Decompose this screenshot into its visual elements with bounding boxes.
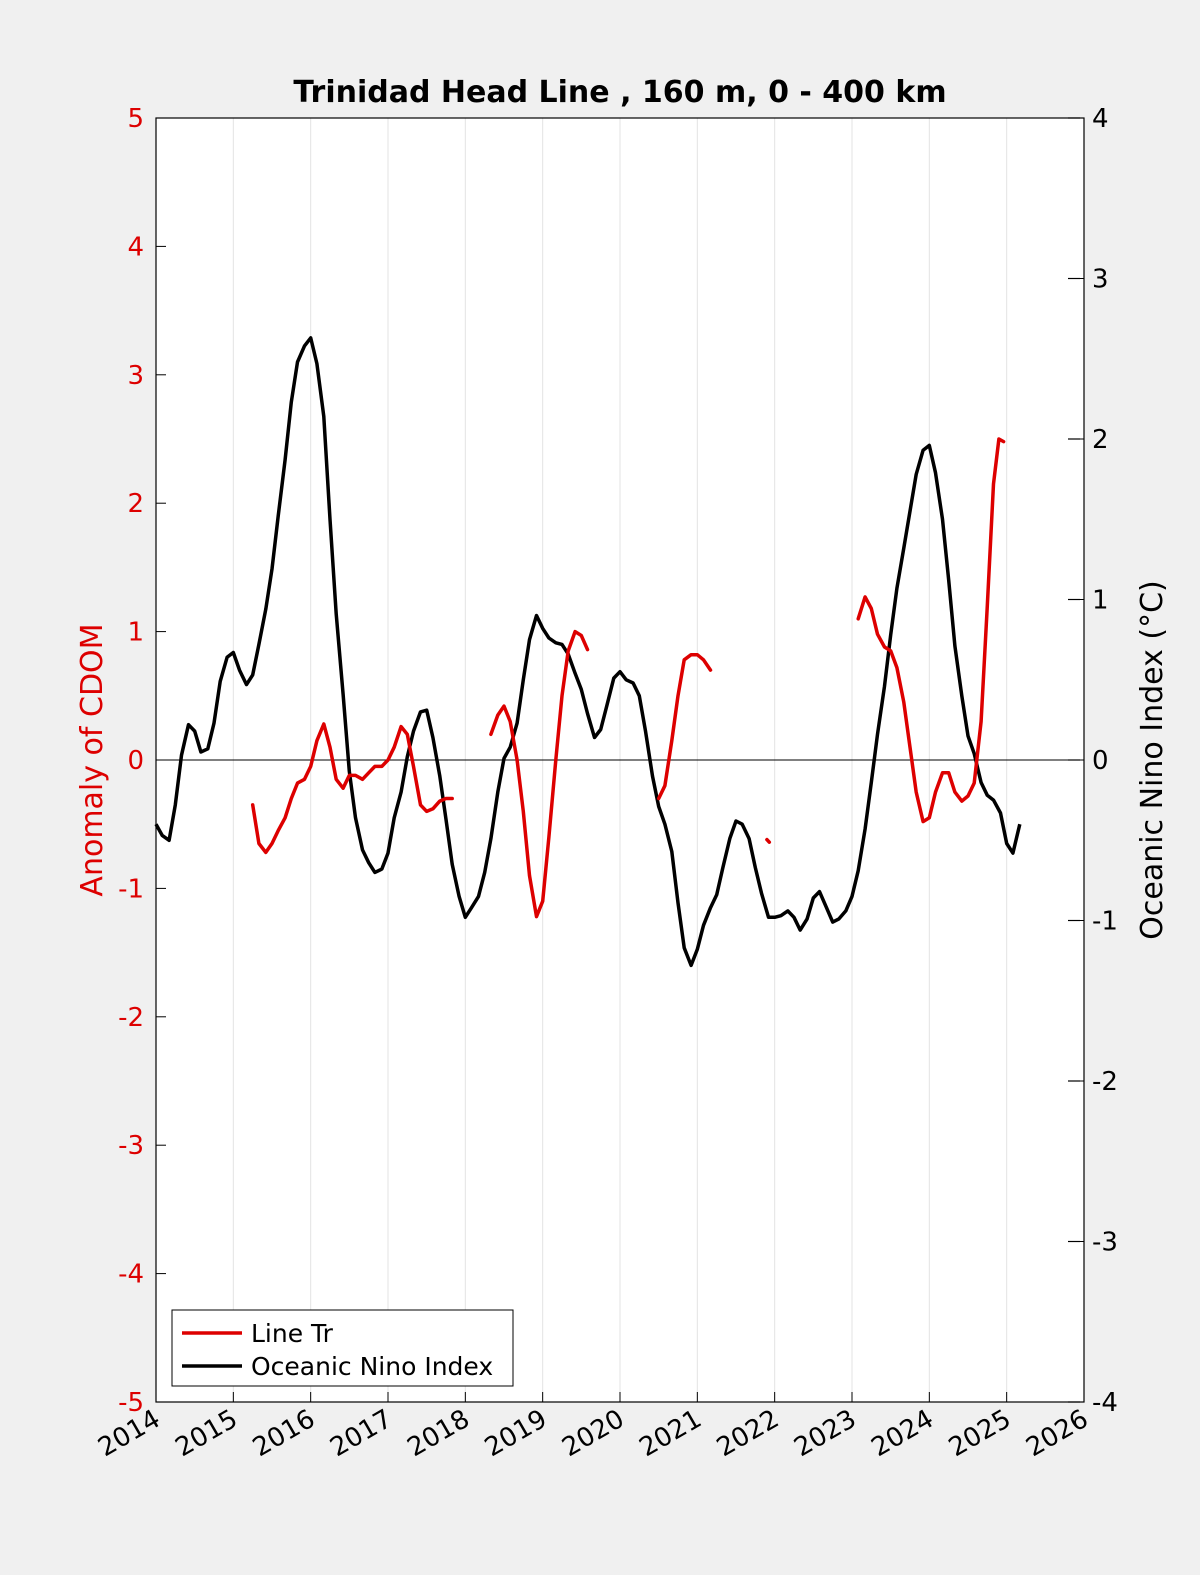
series-line-tr bbox=[656, 652, 713, 801]
series-line-oni bbox=[154, 336, 1022, 968]
series-line-tr bbox=[856, 437, 1006, 824]
left-axis-label: Anomaly of CDOM bbox=[75, 623, 110, 896]
right-tick-label: -3 bbox=[1092, 1228, 1118, 1258]
chart-title: Trinidad Head Line , 160 m, 0 - 400 km bbox=[293, 75, 946, 110]
left-tick-label: 4 bbox=[127, 232, 144, 262]
series-layer bbox=[154, 336, 1022, 968]
legend-label-oni: Oceanic Nino Index bbox=[251, 1352, 493, 1381]
left-tick-label: 2 bbox=[127, 489, 144, 519]
left-tick-label: -5 bbox=[118, 1388, 144, 1418]
left-tick-label: -4 bbox=[118, 1260, 144, 1290]
left-tick-label: 3 bbox=[127, 361, 144, 391]
series-line-tr bbox=[765, 837, 772, 844]
left-tick-label: 5 bbox=[127, 104, 144, 134]
right-axis: 4 3 2 1 0 -1 -2 -3 -4 bbox=[1068, 104, 1118, 1418]
series-line-tr bbox=[489, 629, 590, 919]
right-axis-label: Oceanic Nino Index (°C) bbox=[1135, 580, 1170, 940]
legend: Line Tr Oceanic Nino Index bbox=[171, 1309, 514, 1387]
left-tick-label: -1 bbox=[118, 874, 144, 904]
right-tick-label: 4 bbox=[1092, 104, 1109, 134]
right-tick-label: -1 bbox=[1092, 907, 1118, 937]
right-tick-label: -2 bbox=[1092, 1067, 1118, 1097]
right-tick-label: 3 bbox=[1092, 265, 1109, 295]
left-tick-label: 0 bbox=[127, 746, 144, 776]
left-axis: 5 4 3 2 1 0 -1 -2 -3 -4 -5 bbox=[118, 104, 166, 1418]
left-tick-label: 1 bbox=[127, 618, 144, 648]
right-tick-label: 2 bbox=[1092, 425, 1109, 455]
right-tick-label: 0 bbox=[1092, 746, 1109, 776]
right-tick-label: 1 bbox=[1092, 586, 1109, 616]
series-line-tr bbox=[250, 722, 454, 855]
left-tick-label: -3 bbox=[118, 1131, 144, 1161]
right-tick-label: -4 bbox=[1092, 1388, 1118, 1418]
legend-box bbox=[171, 1309, 514, 1387]
left-tick-label: -2 bbox=[118, 1003, 144, 1033]
legend-label-line-tr: Line Tr bbox=[251, 1319, 334, 1348]
